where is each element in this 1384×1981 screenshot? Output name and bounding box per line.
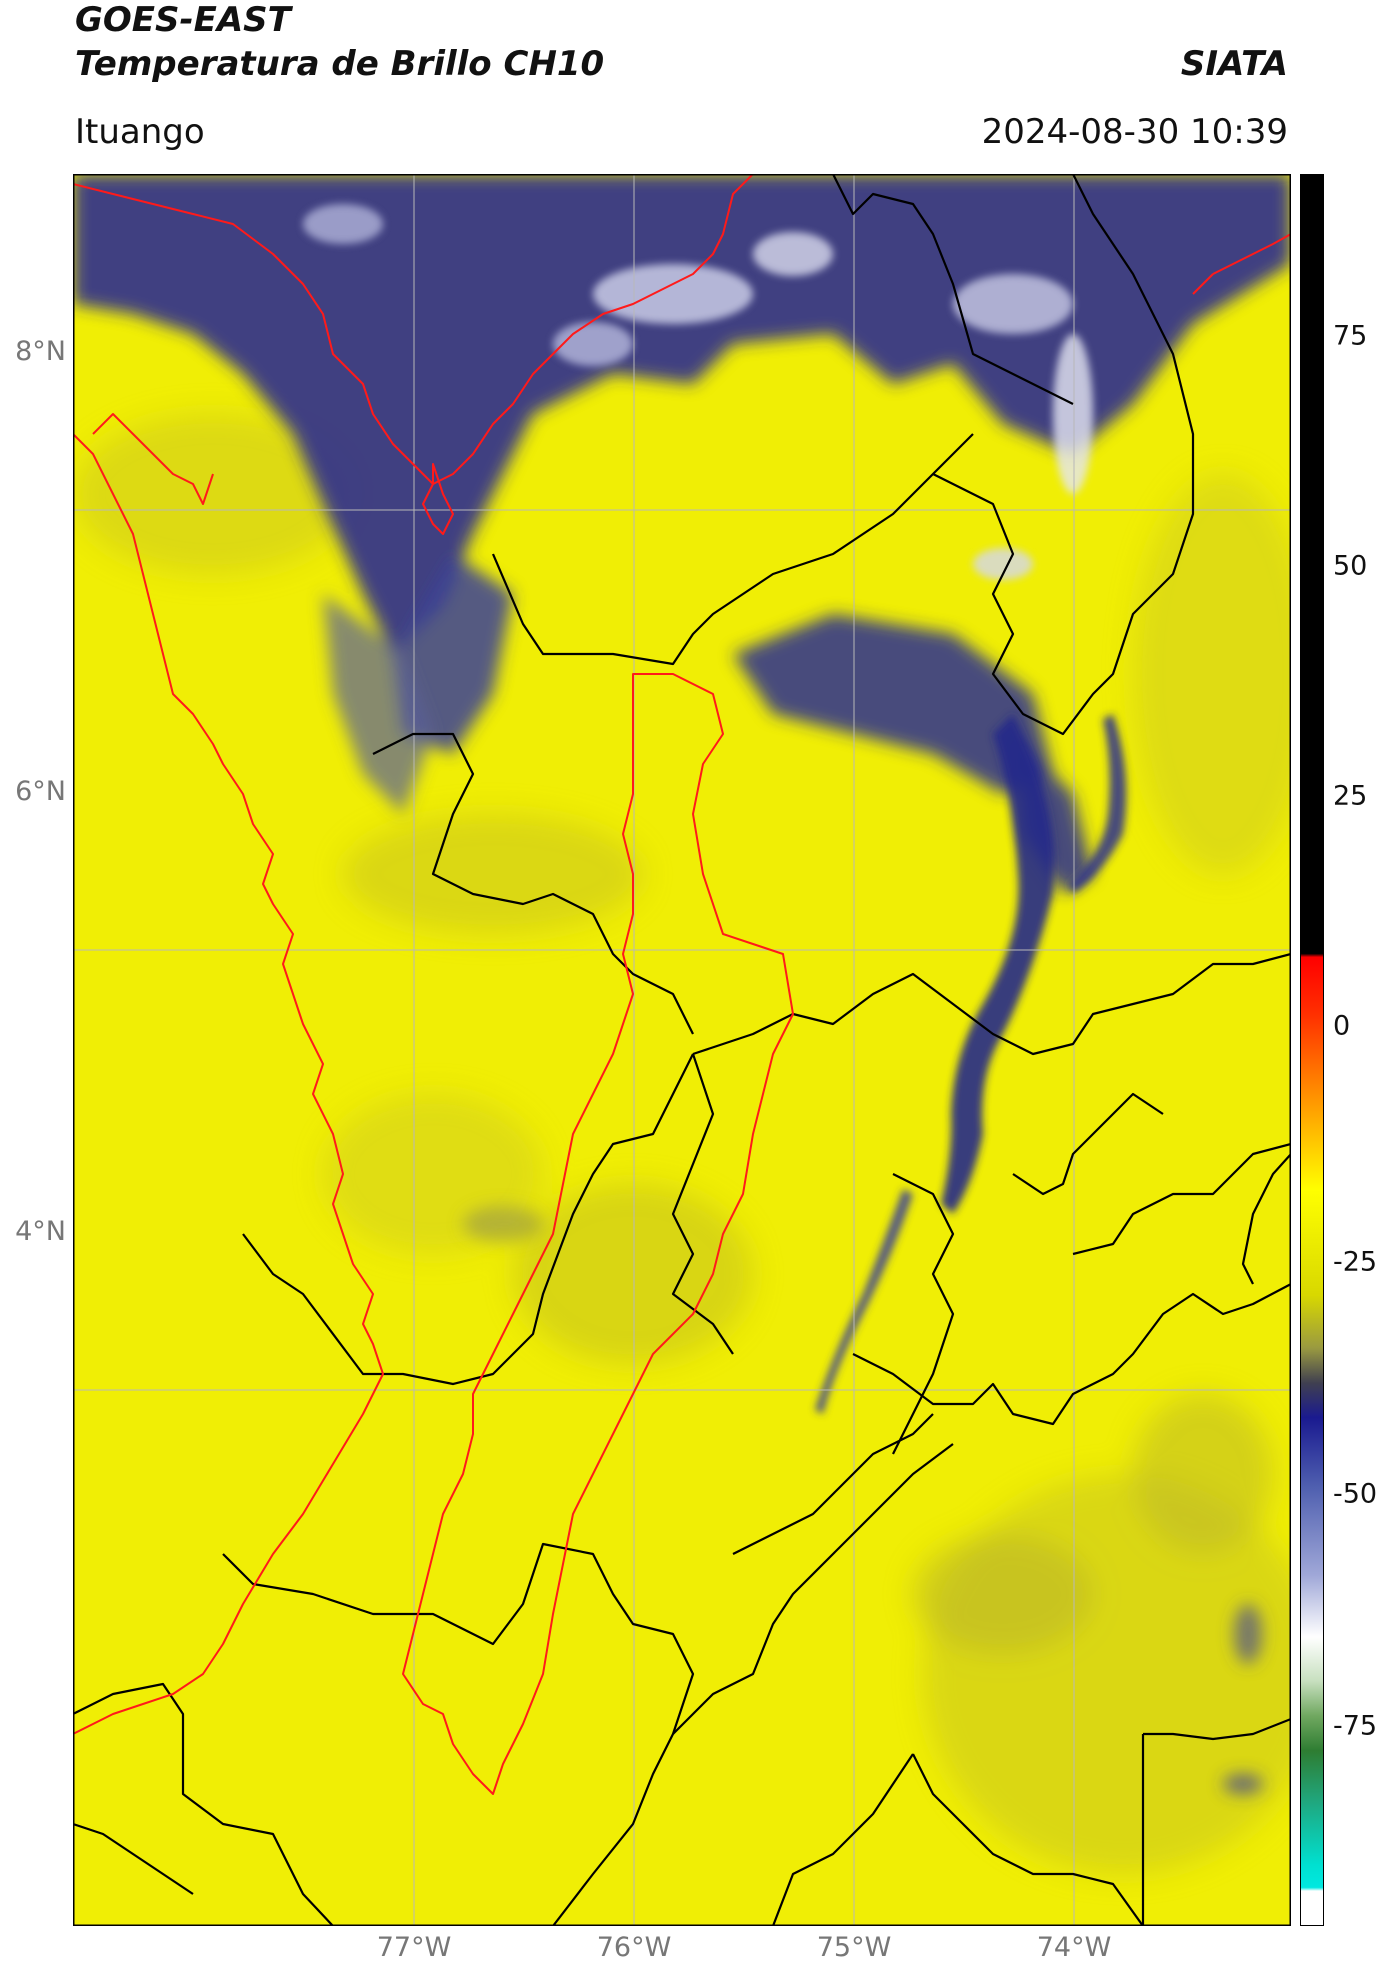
small-cloud-patches <box>463 1206 1263 1794</box>
convective-band <box>815 714 1127 1414</box>
coastline-red <box>73 174 1291 1735</box>
coldest-cores <box>303 204 1093 580</box>
satellite-title: GOES-EAST <box>75 0 291 40</box>
region-boundary-red <box>402 673 794 1795</box>
region-label: Ituango <box>75 112 205 152</box>
product-title: Temperatura de Brillo CH10 <box>75 44 605 84</box>
colorbar-label-25: 25 <box>1333 780 1368 812</box>
colorbar-label-neg75: -75 <box>1333 1710 1378 1742</box>
map-frame <box>73 174 1291 1926</box>
brightness-temperature-map <box>73 174 1291 1926</box>
lon-label-77w: 77°W <box>376 1932 452 1963</box>
datetime-label: 2024-08-30 10:39 <box>981 112 1288 152</box>
lon-label-75w: 75°W <box>816 1932 892 1963</box>
colorbar-label-0: 0 <box>1333 1010 1351 1042</box>
colorbar-label-50: 50 <box>1333 550 1368 582</box>
lon-label-76w: 76°W <box>596 1932 672 1963</box>
lat-label-4n: 4°N <box>15 1216 66 1247</box>
department-boundaries <box>73 174 1291 1926</box>
colorbar-label-75: 75 <box>1333 320 1368 352</box>
colorbar-label-neg50: -50 <box>1333 1478 1378 1510</box>
temperature-colorbar <box>1300 174 1324 1926</box>
lon-label-74w: 74°W <box>1036 1932 1112 1963</box>
organization-label: SIATA <box>1180 44 1288 84</box>
lat-label-8n: 8°N <box>15 336 66 367</box>
colorbar-label-neg25: -25 <box>1333 1246 1378 1278</box>
lat-label-6n: 6°N <box>15 776 66 807</box>
